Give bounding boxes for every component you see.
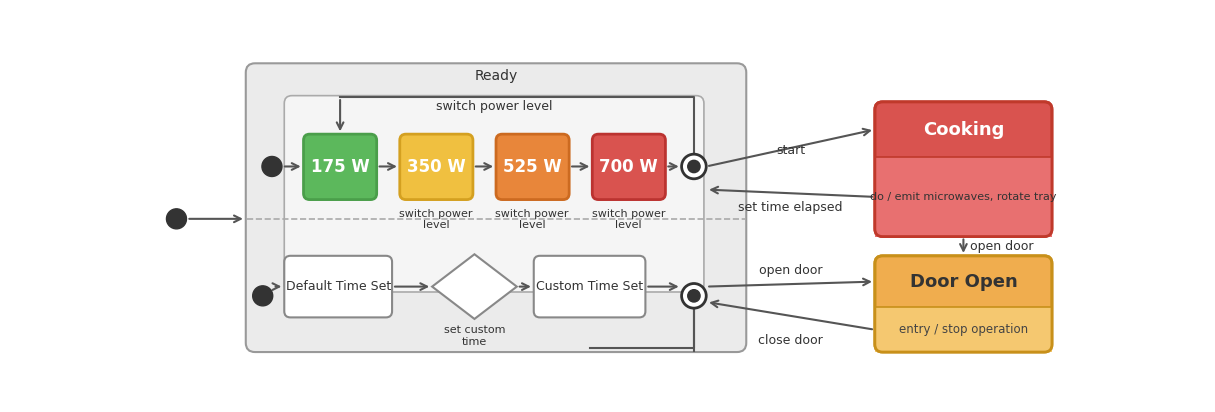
- Text: switch power level: switch power level: [436, 100, 553, 113]
- Text: do / emit microwaves, rotate tray: do / emit microwaves, rotate tray: [870, 192, 1057, 202]
- Circle shape: [253, 286, 272, 306]
- Text: start: start: [776, 144, 806, 157]
- Text: Ready: Ready: [474, 69, 518, 83]
- Text: Door Open: Door Open: [910, 273, 1017, 290]
- Text: 700 W: 700 W: [599, 158, 659, 176]
- FancyBboxPatch shape: [875, 102, 1052, 236]
- Text: Default Time Set: Default Time Set: [286, 280, 391, 293]
- Circle shape: [682, 283, 706, 308]
- Circle shape: [688, 290, 700, 302]
- FancyBboxPatch shape: [875, 256, 1052, 352]
- Text: 350 W: 350 W: [407, 158, 465, 176]
- Text: switch power
level: switch power level: [496, 209, 569, 230]
- Text: close door: close door: [758, 334, 823, 346]
- Text: set custom
time: set custom time: [443, 325, 505, 347]
- Text: switch power
level: switch power level: [592, 209, 666, 230]
- Text: switch power
level: switch power level: [400, 209, 473, 230]
- FancyBboxPatch shape: [245, 63, 746, 352]
- FancyBboxPatch shape: [533, 256, 645, 317]
- FancyBboxPatch shape: [284, 96, 703, 292]
- Circle shape: [262, 157, 282, 176]
- Circle shape: [682, 154, 706, 179]
- FancyBboxPatch shape: [592, 134, 666, 199]
- Text: open door: open door: [970, 240, 1033, 253]
- Circle shape: [688, 160, 700, 173]
- Text: 525 W: 525 W: [503, 158, 563, 176]
- Polygon shape: [433, 254, 516, 319]
- FancyBboxPatch shape: [284, 256, 392, 317]
- Circle shape: [166, 209, 186, 229]
- Bar: [875, 157, 1052, 236]
- Bar: [875, 307, 1052, 352]
- Text: entry / stop operation: entry / stop operation: [899, 323, 1028, 336]
- Text: open door: open door: [759, 265, 823, 277]
- Text: 175 W: 175 W: [311, 158, 369, 176]
- Text: Cooking: Cooking: [922, 121, 1004, 138]
- Text: Custom Time Set: Custom Time Set: [536, 280, 643, 293]
- FancyBboxPatch shape: [304, 134, 377, 199]
- FancyBboxPatch shape: [496, 134, 569, 199]
- FancyBboxPatch shape: [400, 134, 473, 199]
- Text: set time elapsed: set time elapsed: [739, 201, 843, 214]
